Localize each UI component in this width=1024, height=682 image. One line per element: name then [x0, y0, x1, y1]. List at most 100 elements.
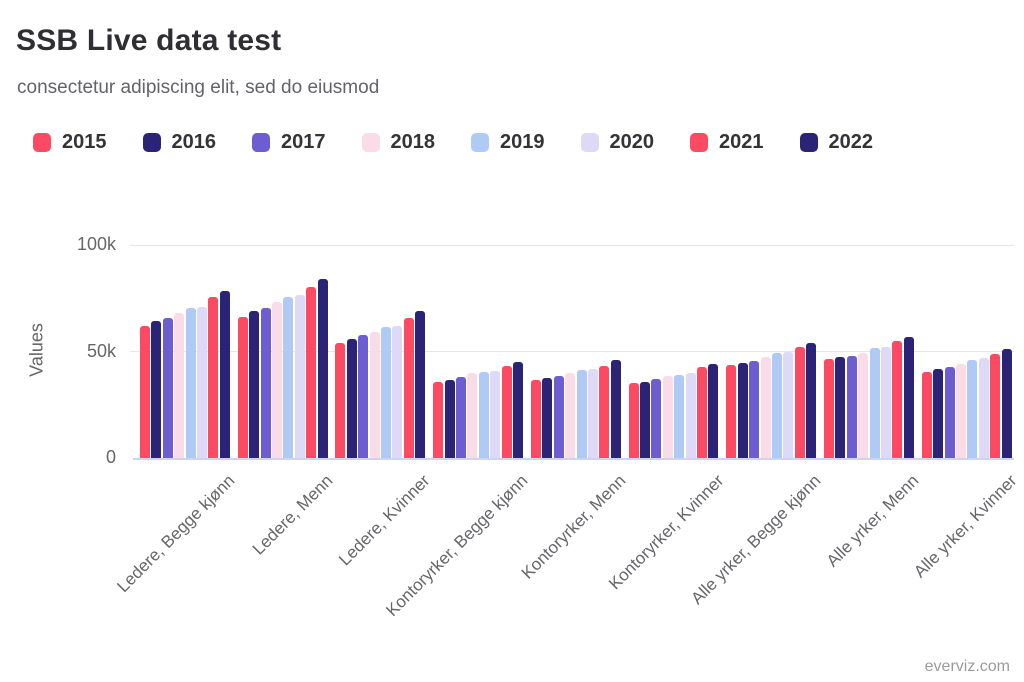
bar-2019-2[interactable]: [283, 297, 294, 458]
bar-2021-6[interactable]: [697, 367, 707, 458]
bar-2017-7[interactable]: [749, 361, 760, 458]
bar-2021-9[interactable]: [990, 354, 1001, 458]
legend-item-2022[interactable]: 2022: [799, 129, 874, 155]
bar-2019-3[interactable]: [381, 327, 391, 458]
bar-2016-3[interactable]: [346, 339, 357, 458]
legend-label: 2020: [609, 130, 655, 153]
legend-item-2021[interactable]: 2021: [690, 129, 764, 155]
bar-2019-7[interactable]: [771, 353, 782, 458]
bar-2019-9[interactable]: [967, 360, 978, 458]
gridline-50k: [130, 351, 1014, 352]
bar-2017-4[interactable]: [456, 377, 466, 458]
bar-2020-8[interactable]: [881, 347, 891, 458]
legend-label: 2015: [62, 130, 107, 153]
bar-2020-2[interactable]: [294, 295, 305, 458]
bar-2017-5[interactable]: [553, 376, 564, 458]
bar-2016-5[interactable]: [542, 378, 553, 458]
bar-2021-3[interactable]: [403, 318, 414, 458]
bar-2022-9[interactable]: [1001, 349, 1012, 458]
legend-swatch: [142, 132, 161, 152]
bar-2019-8[interactable]: [869, 348, 880, 458]
bar-2015-6[interactable]: [628, 383, 639, 458]
bar-2017-9[interactable]: [944, 367, 955, 458]
bar-2021-8[interactable]: [892, 341, 903, 458]
bar-2018-3[interactable]: [369, 332, 380, 458]
bar-2022-1[interactable]: [219, 291, 230, 458]
gridline-100k: [130, 245, 1014, 246]
bar-2016-6[interactable]: [640, 382, 650, 458]
bar-2019-5[interactable]: [576, 370, 587, 458]
bar-2021-4[interactable]: [501, 366, 512, 458]
bar-2016-1[interactable]: [151, 321, 162, 458]
legend-item-2016[interactable]: 2016: [142, 129, 217, 155]
bar-2015-7[interactable]: [726, 365, 737, 458]
bar-2020-1[interactable]: [197, 307, 207, 458]
bar-2021-5[interactable]: [599, 366, 610, 458]
bar-2022-7[interactable]: [806, 343, 817, 458]
watermark-link[interactable]: everviz.com: [924, 658, 1010, 675]
bar-2022-4[interactable]: [513, 362, 523, 458]
legend-label: 2022: [828, 130, 874, 153]
bar-2021-2[interactable]: [306, 287, 317, 458]
bar-2020-4[interactable]: [490, 371, 501, 458]
bar-2015-3[interactable]: [335, 343, 346, 458]
bar-2022-8[interactable]: [903, 337, 914, 458]
chart-subtitle: consectetur adipiscing elit, sed do eius…: [17, 77, 380, 98]
bar-2017-3[interactable]: [358, 335, 369, 458]
bar-2022-6[interactable]: [708, 364, 719, 458]
bar-2016-2[interactable]: [249, 311, 260, 458]
bar-2015-5[interactable]: [530, 380, 541, 458]
legend-label: 2016: [171, 130, 217, 153]
legend-item-2015[interactable]: 2015: [33, 129, 107, 155]
bar-2018-5[interactable]: [565, 373, 576, 458]
bar-2017-8[interactable]: [846, 356, 857, 458]
legend-item-2019[interactable]: 2019: [471, 129, 545, 155]
bar-2016-7[interactable]: [737, 363, 748, 458]
bar-2022-2[interactable]: [317, 279, 328, 458]
bar-2018-7[interactable]: [760, 357, 771, 458]
legend-swatch: [33, 132, 51, 152]
bar-2018-2[interactable]: [271, 302, 282, 458]
bar-2018-1[interactable]: [174, 313, 185, 458]
bar-2015-2[interactable]: [237, 317, 248, 458]
bar-2016-9[interactable]: [933, 369, 944, 458]
bar-2018-9[interactable]: [956, 364, 966, 458]
x-category-label: Ledere, Begge kjønn: [113, 471, 239, 597]
bar-2020-7[interactable]: [783, 352, 794, 458]
legend-label: 2019: [500, 130, 545, 153]
bar-2020-3[interactable]: [392, 326, 403, 458]
y-tick-label-0: 0: [105, 447, 116, 467]
bar-2020-6[interactable]: [685, 373, 696, 458]
legend-swatch: [799, 132, 818, 152]
bar-2017-1[interactable]: [162, 318, 173, 458]
bar-2015-8[interactable]: [824, 359, 834, 458]
bar-2021-7[interactable]: [794, 347, 805, 458]
bar-2018-8[interactable]: [858, 353, 869, 458]
bar-2015-9[interactable]: [921, 372, 932, 458]
bar-2018-6[interactable]: [662, 376, 673, 458]
legend-item-2018[interactable]: 2018: [361, 129, 436, 155]
legend-item-2017[interactable]: 2017: [252, 129, 326, 155]
bar-2020-5[interactable]: [587, 369, 598, 458]
bar-2016-4[interactable]: [444, 380, 455, 458]
bar-2015-1[interactable]: [140, 326, 150, 458]
legend-swatch: [252, 132, 270, 152]
bar-2019-6[interactable]: [674, 375, 685, 458]
legend-label: 2018: [390, 130, 436, 153]
bar-2021-1[interactable]: [208, 297, 219, 458]
legend-label: 2021: [719, 130, 764, 153]
bar-2016-8[interactable]: [835, 357, 846, 458]
bar-2017-2[interactable]: [260, 308, 271, 458]
legend-item-2020[interactable]: 2020: [580, 129, 655, 155]
bar-2019-4[interactable]: [478, 372, 489, 458]
bar-2018-4[interactable]: [467, 373, 478, 458]
chart-title: SSB Live data test: [16, 24, 282, 57]
bar-2022-5[interactable]: [610, 360, 621, 458]
y-tick-label-100k: 100k: [76, 234, 116, 254]
bar-2017-6[interactable]: [651, 379, 662, 458]
bar-2020-9[interactable]: [978, 358, 989, 458]
bar-2022-3[interactable]: [415, 311, 426, 458]
bar-2019-1[interactable]: [185, 308, 196, 458]
bar-2015-4[interactable]: [433, 382, 444, 458]
